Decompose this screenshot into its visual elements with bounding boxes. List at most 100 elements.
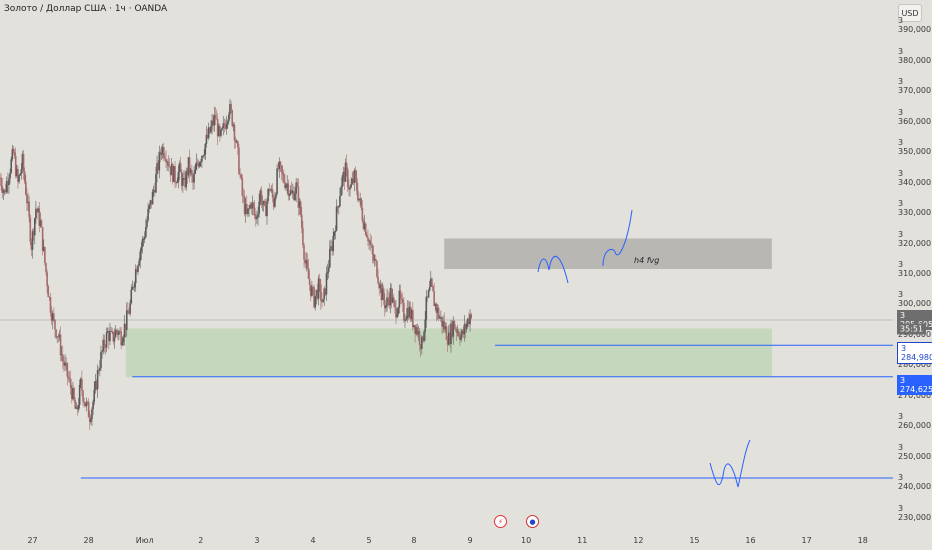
candle-body xyxy=(258,201,260,214)
candle-body xyxy=(200,161,202,163)
candle-body xyxy=(81,378,83,391)
candle-body xyxy=(326,271,329,274)
candle-body xyxy=(48,296,51,298)
candle-body xyxy=(297,186,300,208)
price-tick-label: 3 360,000 xyxy=(898,107,932,126)
lightning-event-icon[interactable]: ⚡ xyxy=(494,515,507,528)
candle-body xyxy=(344,162,347,182)
candle-body xyxy=(148,205,151,210)
candle-body xyxy=(443,321,446,330)
candle-body xyxy=(341,177,343,188)
candle-body xyxy=(407,308,410,318)
candle-body xyxy=(86,401,89,403)
symbol-title[interactable]: Золото / Доллар США · 1ч · OANDA xyxy=(4,4,168,14)
candle-body xyxy=(111,330,113,332)
candle-body xyxy=(342,171,345,178)
candle-body xyxy=(372,254,375,261)
candle-body xyxy=(343,171,346,182)
candle-body xyxy=(463,324,466,335)
candle-body xyxy=(226,121,229,124)
candle-body xyxy=(358,199,360,201)
candle-body xyxy=(127,310,129,314)
candle-body xyxy=(152,189,155,192)
candle-body xyxy=(399,290,402,299)
candle-body xyxy=(276,168,278,194)
price-tick-label: 3 370,000 xyxy=(898,77,932,96)
candle-body xyxy=(229,103,231,115)
us-flag-event-icon[interactable]: ● xyxy=(526,515,539,528)
candle-body xyxy=(0,177,2,187)
candle-body xyxy=(67,376,70,379)
candle-body xyxy=(212,120,214,126)
candle-body xyxy=(22,154,25,172)
candle-body xyxy=(82,390,84,402)
candle-body xyxy=(193,173,195,183)
candle-body xyxy=(56,336,59,338)
candle-body xyxy=(171,163,174,182)
candle-body xyxy=(397,307,400,315)
candle-body xyxy=(23,171,26,182)
candle-body xyxy=(138,260,140,266)
candle-body xyxy=(29,217,32,242)
candle-body xyxy=(289,189,292,195)
candle-body xyxy=(115,330,118,331)
candle-body xyxy=(26,194,28,204)
candle-body xyxy=(146,220,148,228)
candle-body xyxy=(202,156,204,157)
candle-body xyxy=(277,168,280,170)
candle-body xyxy=(303,245,305,260)
time-tick-label: 15 xyxy=(689,536,700,545)
candle-body xyxy=(304,259,306,264)
candle-body xyxy=(217,126,220,137)
candle-body xyxy=(453,320,456,329)
candle-body xyxy=(416,327,419,335)
price-tick-label: 3 350,000 xyxy=(898,138,932,157)
candle-body xyxy=(93,389,96,402)
candle-body xyxy=(57,336,60,338)
candle-body xyxy=(3,189,6,191)
candle-body xyxy=(162,146,165,158)
candle-body xyxy=(112,331,115,342)
candle-body xyxy=(252,202,255,208)
candle-body xyxy=(465,324,468,330)
candle-body xyxy=(339,195,341,207)
candle-body xyxy=(283,174,285,182)
candle-body xyxy=(1,186,4,193)
candle-body xyxy=(147,209,149,221)
candle-body xyxy=(336,206,339,208)
candle-body xyxy=(467,318,469,325)
candle-body xyxy=(13,152,16,156)
candle-body xyxy=(197,162,200,167)
candle-body xyxy=(110,330,112,332)
candle-body xyxy=(354,170,357,179)
candle-body xyxy=(66,362,69,377)
candle-body xyxy=(72,388,74,400)
candle-body xyxy=(275,193,277,199)
candle-body xyxy=(75,406,78,409)
candle-body xyxy=(30,241,33,250)
candle-body xyxy=(387,297,389,300)
candle-body xyxy=(108,330,110,342)
candle-body xyxy=(178,163,181,172)
candle-body xyxy=(239,174,241,175)
currency-button[interactable]: USD xyxy=(898,4,922,22)
candle-body xyxy=(36,208,38,213)
candle-body xyxy=(140,246,143,252)
candle-body xyxy=(408,306,411,318)
candle-body xyxy=(228,114,230,122)
candle-body xyxy=(9,172,11,179)
candle-body xyxy=(40,220,43,228)
candle-body xyxy=(433,291,435,307)
candle-body xyxy=(5,181,8,193)
candle-body xyxy=(16,169,18,177)
price-tick-label: 3 340,000 xyxy=(898,168,932,187)
candle-body xyxy=(39,220,42,226)
candle-body xyxy=(77,404,80,410)
fvg-annotation[interactable]: h4 fvg xyxy=(634,256,660,265)
candle-body xyxy=(50,312,53,321)
candle-body xyxy=(154,189,156,193)
candle-body xyxy=(207,127,210,138)
candle-body xyxy=(180,172,183,186)
candle-body xyxy=(300,214,303,228)
